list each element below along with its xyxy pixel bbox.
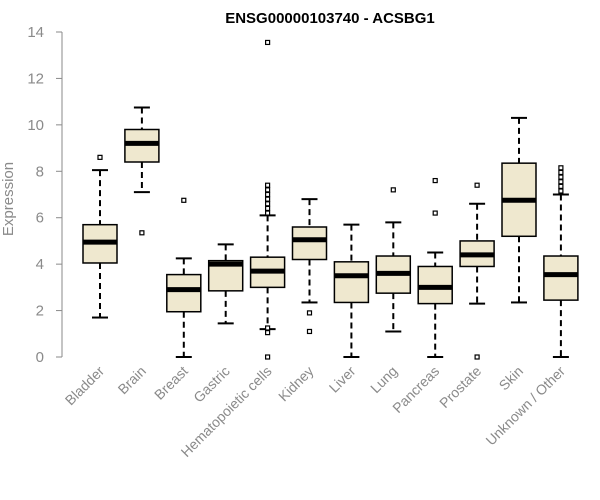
outlier-11-1 — [558, 183, 564, 189]
iqr-box-2 — [166, 273, 202, 313]
box-5 — [291, 198, 328, 335]
x-tick-label-10: Skin — [496, 363, 527, 394]
outlier-1-0 — [139, 230, 145, 236]
box-11 — [543, 165, 579, 358]
outlier-4-3 — [265, 210, 271, 216]
outlier-11-4 — [558, 169, 564, 176]
outlier-4-2 — [265, 325, 271, 331]
x-tick-label-11: Unknown / Other — [482, 363, 568, 449]
outlier-4-1 — [265, 330, 271, 336]
box-9 — [459, 182, 495, 360]
outlier-5-1 — [306, 328, 313, 335]
y-axis: 0 2 4 6 8 10 12 14 — [27, 24, 63, 366]
box-7 — [375, 187, 412, 333]
x-tick-label-2: Breast — [151, 363, 191, 403]
box-10 — [501, 116, 537, 304]
iqr-box-5 — [291, 226, 328, 261]
y-tick-label-2: 4 — [36, 256, 44, 273]
outlier-4-9 — [265, 182, 271, 188]
outlier-4-10 — [265, 39, 271, 46]
box-4 — [249, 39, 286, 360]
x-tick-label-7: Lung — [367, 363, 400, 396]
chart-title: ENSG00000103740 - ACSBG1 — [225, 10, 435, 27]
outlier-11-5 — [558, 165, 564, 171]
y-tick-label-6: 12 — [27, 70, 44, 87]
y-tick-label-5: 10 — [27, 117, 44, 134]
y-tick-label-1: 2 — [36, 303, 44, 320]
outlier-11-0 — [558, 188, 564, 194]
outlier-5-0 — [306, 310, 313, 316]
outlier-4-0 — [265, 354, 271, 360]
iqr-box-6 — [333, 261, 370, 304]
x-tick-label-5: Kidney — [275, 363, 317, 405]
iqr-box-11 — [543, 255, 579, 301]
y-tick-label-7: 14 — [27, 24, 44, 41]
outlier-9-1 — [474, 182, 480, 188]
outlier-11-2 — [558, 179, 564, 185]
box-1 — [124, 106, 160, 236]
outlier-9-0 — [474, 354, 480, 360]
outlier-7-0 — [390, 187, 396, 193]
outlier-8-1 — [432, 177, 438, 184]
outlier-4-6 — [265, 196, 271, 202]
x-tick-label-6: Liver — [326, 363, 359, 396]
y-axis-label: Expression — [0, 162, 17, 236]
y-tick-label-3: 6 — [36, 210, 44, 227]
outlier-4-7 — [265, 191, 271, 198]
boxes-group — [82, 39, 579, 360]
y-tick-label-0: 0 — [36, 349, 44, 366]
outlier-8-0 — [432, 210, 438, 216]
outlier-0-0 — [97, 154, 103, 160]
x-tick-label-8: Pancreas — [389, 363, 442, 416]
y-tick-label-4: 8 — [36, 163, 44, 180]
x-tick-label-1: Brain — [115, 363, 149, 397]
outlier-11-3 — [558, 174, 564, 180]
box-2 — [166, 197, 202, 358]
box-6 — [333, 223, 370, 358]
x-tick-label-9: Prostate — [436, 363, 484, 411]
outlier-4-8 — [265, 187, 271, 193]
box-3 — [207, 243, 244, 325]
outlier-4-5 — [265, 201, 271, 207]
box-0 — [82, 154, 118, 319]
outlier-2-0 — [181, 197, 187, 203]
x-tick-label-0: Bladder — [62, 363, 108, 409]
box-8 — [417, 177, 453, 358]
outlier-4-4 — [265, 205, 271, 212]
